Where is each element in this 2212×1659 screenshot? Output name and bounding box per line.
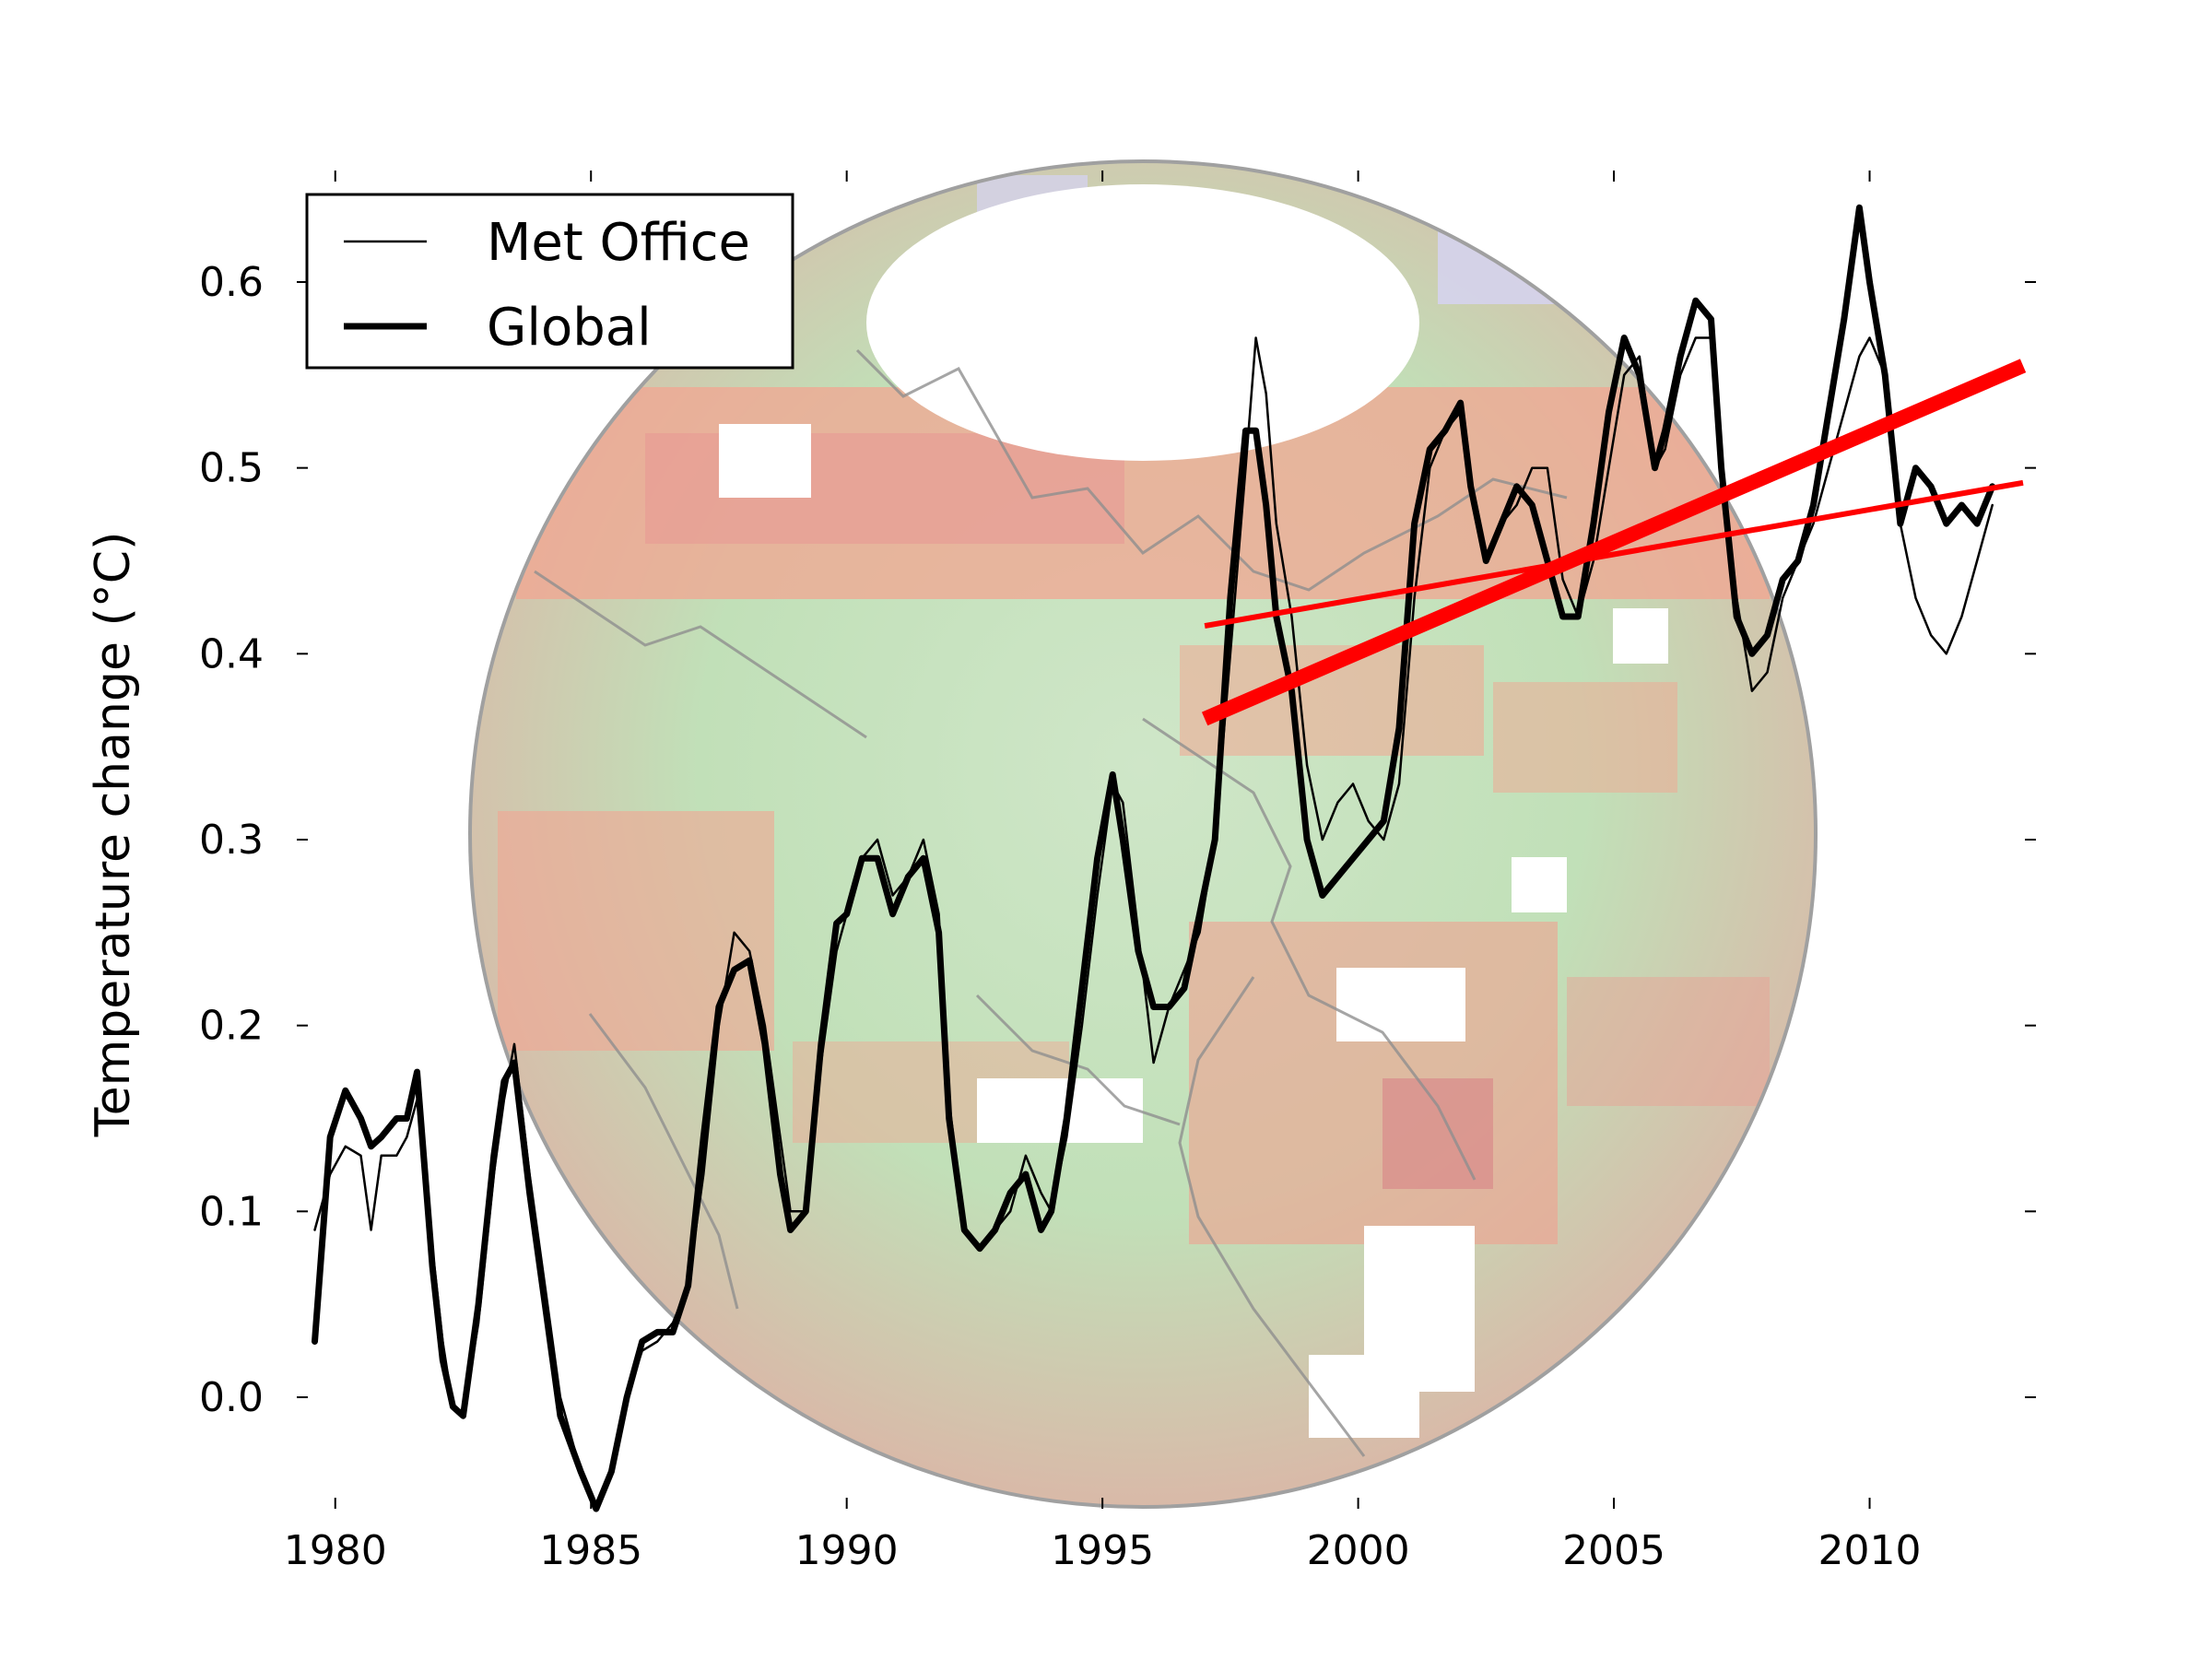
legend-label-global: Global xyxy=(487,298,652,358)
x-tick-label: 2010 xyxy=(1818,1527,1922,1574)
x-tick-label: 1980 xyxy=(284,1527,387,1574)
y-axis-title: Temperature change (°C) xyxy=(86,532,141,1138)
legend-label-met-office: Met Office xyxy=(487,213,750,273)
trend-line-global-trend xyxy=(1201,359,2027,726)
x-tick-label: 1990 xyxy=(795,1527,899,1574)
x-tick-label: 2005 xyxy=(1562,1527,1665,1574)
x-axis-ticks: 1980 1985 1990 1995 2000 2005 2010 xyxy=(284,171,1922,1574)
x-tick-label: 1985 xyxy=(539,1527,642,1574)
y-axis-ticks: 0.0 0.1 0.2 0.3 0.4 0.5 0.6 xyxy=(199,259,2036,1421)
axes: 1980 1985 1990 1995 2000 2005 2010 0.00.10.20.… xyxy=(86,171,2036,1574)
y-tick-label: 0.5 xyxy=(199,445,264,492)
legend-box xyxy=(305,193,794,370)
x-tick-label: 1995 xyxy=(1051,1527,1154,1574)
legend: Met Office Global xyxy=(305,193,794,370)
y-tick-label: 0.4 xyxy=(199,630,264,677)
y-tick-label: 0.1 xyxy=(199,1188,264,1235)
series-line-global xyxy=(312,204,1996,1512)
y-tick-label: 0.3 xyxy=(199,817,264,864)
data-series xyxy=(312,204,1996,1512)
trend-lines xyxy=(1201,359,2027,726)
trend-line-met-office-trend xyxy=(1204,479,2024,629)
x-tick-label: 2000 xyxy=(1307,1527,1410,1574)
y-tick-label: 0.2 xyxy=(199,1003,264,1050)
arctic-no-data xyxy=(866,184,1419,461)
y-tick-label: 0.6 xyxy=(199,259,264,306)
y-tick-label: 0.0 xyxy=(199,1374,264,1421)
globe-outline xyxy=(468,159,1818,1509)
